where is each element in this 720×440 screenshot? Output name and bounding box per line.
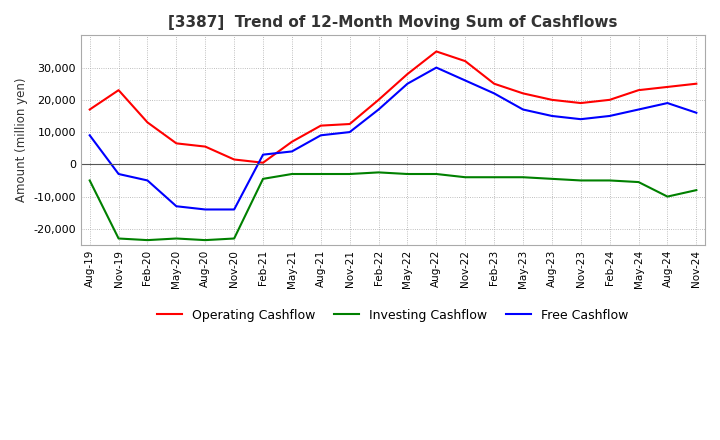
Free Cashflow — [317, 133, 325, 138]
Free Cashflow — [518, 107, 527, 112]
Investing Cashflow — [230, 236, 238, 241]
Operating Cashflow — [143, 120, 152, 125]
Investing Cashflow — [86, 178, 94, 183]
Free Cashflow — [258, 152, 267, 157]
Investing Cashflow — [287, 171, 296, 176]
Operating Cashflow — [114, 88, 123, 93]
Free Cashflow — [577, 117, 585, 122]
Free Cashflow — [663, 100, 672, 106]
Free Cashflow — [374, 107, 383, 112]
Operating Cashflow — [634, 88, 643, 93]
Line: Free Cashflow: Free Cashflow — [90, 68, 696, 209]
Line: Investing Cashflow: Investing Cashflow — [90, 172, 696, 240]
Free Cashflow — [634, 107, 643, 112]
Investing Cashflow — [403, 171, 412, 176]
Investing Cashflow — [692, 187, 701, 193]
Investing Cashflow — [490, 175, 498, 180]
Operating Cashflow — [230, 157, 238, 162]
Operating Cashflow — [374, 97, 383, 103]
Y-axis label: Amount (million yen): Amount (million yen) — [15, 78, 28, 202]
Investing Cashflow — [172, 236, 181, 241]
Investing Cashflow — [461, 175, 469, 180]
Free Cashflow — [548, 114, 557, 119]
Operating Cashflow — [692, 81, 701, 86]
Investing Cashflow — [548, 176, 557, 181]
Free Cashflow — [86, 133, 94, 138]
Legend: Operating Cashflow, Investing Cashflow, Free Cashflow: Operating Cashflow, Investing Cashflow, … — [153, 304, 634, 327]
Free Cashflow — [172, 204, 181, 209]
Free Cashflow — [606, 114, 614, 119]
Free Cashflow — [432, 65, 441, 70]
Operating Cashflow — [548, 97, 557, 103]
Investing Cashflow — [663, 194, 672, 199]
Free Cashflow — [403, 81, 412, 86]
Operating Cashflow — [86, 107, 94, 112]
Free Cashflow — [114, 171, 123, 176]
Investing Cashflow — [432, 171, 441, 176]
Operating Cashflow — [258, 160, 267, 165]
Free Cashflow — [346, 129, 354, 135]
Operating Cashflow — [663, 84, 672, 90]
Operating Cashflow — [287, 139, 296, 144]
Investing Cashflow — [346, 171, 354, 176]
Operating Cashflow — [518, 91, 527, 96]
Free Cashflow — [230, 207, 238, 212]
Operating Cashflow — [577, 100, 585, 106]
Free Cashflow — [490, 91, 498, 96]
Investing Cashflow — [317, 171, 325, 176]
Free Cashflow — [287, 149, 296, 154]
Investing Cashflow — [374, 170, 383, 175]
Investing Cashflow — [114, 236, 123, 241]
Operating Cashflow — [201, 144, 210, 149]
Operating Cashflow — [432, 49, 441, 54]
Operating Cashflow — [172, 141, 181, 146]
Free Cashflow — [461, 78, 469, 83]
Investing Cashflow — [201, 238, 210, 243]
Operating Cashflow — [490, 81, 498, 86]
Investing Cashflow — [577, 178, 585, 183]
Investing Cashflow — [606, 178, 614, 183]
Operating Cashflow — [606, 97, 614, 103]
Free Cashflow — [143, 178, 152, 183]
Operating Cashflow — [461, 59, 469, 64]
Title: [3387]  Trend of 12-Month Moving Sum of Cashflows: [3387] Trend of 12-Month Moving Sum of C… — [168, 15, 618, 30]
Operating Cashflow — [403, 71, 412, 77]
Free Cashflow — [692, 110, 701, 115]
Operating Cashflow — [346, 121, 354, 127]
Investing Cashflow — [518, 175, 527, 180]
Investing Cashflow — [634, 180, 643, 185]
Investing Cashflow — [258, 176, 267, 181]
Investing Cashflow — [143, 238, 152, 243]
Line: Operating Cashflow: Operating Cashflow — [90, 51, 696, 163]
Operating Cashflow — [317, 123, 325, 128]
Free Cashflow — [201, 207, 210, 212]
